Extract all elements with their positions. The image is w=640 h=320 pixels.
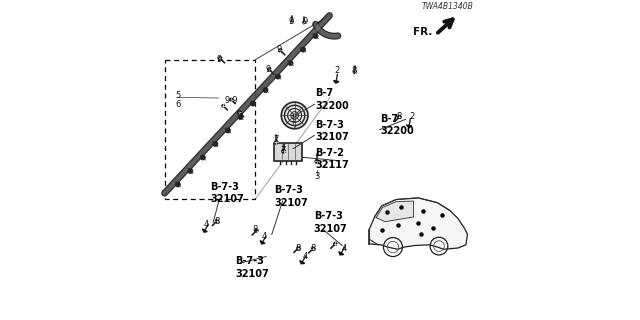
Text: 8: 8 bbox=[253, 225, 258, 235]
Text: 8: 8 bbox=[295, 244, 301, 252]
Circle shape bbox=[237, 110, 241, 115]
Circle shape bbox=[274, 140, 278, 145]
Text: 9-9: 9-9 bbox=[225, 96, 238, 105]
Circle shape bbox=[311, 246, 316, 251]
Circle shape bbox=[225, 128, 230, 133]
Circle shape bbox=[188, 168, 193, 173]
Text: B-7-3
32107: B-7-3 32107 bbox=[314, 212, 348, 234]
Circle shape bbox=[313, 34, 318, 39]
Polygon shape bbox=[300, 260, 305, 264]
Text: 8: 8 bbox=[396, 112, 401, 121]
Text: 8: 8 bbox=[310, 244, 316, 252]
Circle shape bbox=[213, 141, 218, 147]
Circle shape bbox=[282, 102, 308, 129]
Circle shape bbox=[250, 101, 255, 106]
Circle shape bbox=[200, 155, 205, 160]
Circle shape bbox=[278, 48, 283, 52]
Text: 8: 8 bbox=[215, 217, 220, 226]
Text: B-7-3
32107: B-7-3 32107 bbox=[211, 182, 244, 204]
Circle shape bbox=[353, 70, 357, 74]
Circle shape bbox=[221, 104, 225, 108]
Text: FR.: FR. bbox=[413, 27, 433, 37]
Text: 9: 9 bbox=[216, 55, 222, 64]
Polygon shape bbox=[376, 201, 413, 222]
Circle shape bbox=[296, 246, 301, 250]
Polygon shape bbox=[406, 125, 412, 128]
Circle shape bbox=[288, 60, 293, 66]
Text: 7: 7 bbox=[273, 135, 278, 144]
Text: 5: 5 bbox=[175, 91, 180, 100]
Circle shape bbox=[238, 115, 243, 120]
Text: 4: 4 bbox=[262, 232, 267, 241]
Text: 9: 9 bbox=[266, 65, 271, 74]
Circle shape bbox=[254, 228, 259, 233]
Polygon shape bbox=[339, 252, 344, 255]
Text: 9: 9 bbox=[276, 45, 282, 54]
Text: B-7-3
32107: B-7-3 32107 bbox=[274, 185, 308, 207]
Text: 2: 2 bbox=[334, 66, 339, 75]
Circle shape bbox=[302, 20, 306, 25]
Text: 9: 9 bbox=[289, 17, 294, 26]
Polygon shape bbox=[333, 81, 339, 83]
Circle shape bbox=[275, 74, 280, 79]
Text: B-7-2
32117: B-7-2 32117 bbox=[316, 148, 349, 170]
Text: 4: 4 bbox=[303, 252, 308, 261]
Text: 7: 7 bbox=[280, 146, 285, 155]
Polygon shape bbox=[202, 229, 207, 232]
Text: 1: 1 bbox=[291, 115, 296, 124]
Polygon shape bbox=[369, 198, 467, 249]
Text: B-7-3
32107: B-7-3 32107 bbox=[316, 120, 349, 142]
Text: 2: 2 bbox=[410, 112, 415, 121]
Text: 3: 3 bbox=[314, 172, 319, 181]
Polygon shape bbox=[260, 241, 265, 244]
Text: 8: 8 bbox=[351, 66, 357, 75]
Text: B-7
32200: B-7 32200 bbox=[380, 114, 414, 136]
Circle shape bbox=[314, 159, 319, 164]
Text: 4: 4 bbox=[342, 244, 348, 252]
Text: TWA4B1340B: TWA4B1340B bbox=[422, 2, 474, 11]
Circle shape bbox=[333, 242, 337, 246]
Text: 9: 9 bbox=[237, 111, 243, 120]
Circle shape bbox=[281, 149, 286, 154]
Circle shape bbox=[267, 67, 271, 72]
Circle shape bbox=[175, 182, 180, 187]
FancyBboxPatch shape bbox=[274, 142, 302, 161]
Circle shape bbox=[290, 20, 294, 24]
Text: 9: 9 bbox=[302, 17, 307, 26]
Text: B-7-3
32107: B-7-3 32107 bbox=[235, 256, 269, 279]
Circle shape bbox=[214, 219, 219, 223]
Text: 6: 6 bbox=[175, 100, 180, 109]
Circle shape bbox=[397, 115, 401, 119]
Text: 4: 4 bbox=[204, 220, 209, 229]
Circle shape bbox=[229, 98, 233, 101]
Circle shape bbox=[301, 47, 306, 52]
Circle shape bbox=[263, 88, 268, 92]
Text: B-7
32200: B-7 32200 bbox=[316, 88, 349, 111]
Circle shape bbox=[218, 56, 222, 60]
